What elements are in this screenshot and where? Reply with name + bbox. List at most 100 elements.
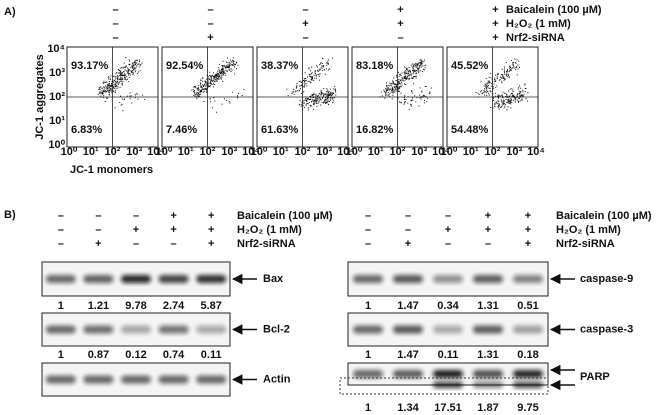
- event-dot: [488, 94, 490, 96]
- event-dot: [237, 95, 239, 97]
- event-dot: [305, 79, 307, 81]
- axis-tick-label: 10¹: [49, 115, 65, 127]
- event-dot: [397, 97, 399, 99]
- event-dot: [503, 92, 505, 94]
- event-dot: [310, 82, 312, 84]
- event-dot: [116, 77, 118, 79]
- event-dot: [118, 72, 120, 74]
- treatment-sign: –: [445, 238, 451, 250]
- event-dot: [312, 97, 314, 99]
- event-dot: [126, 95, 128, 97]
- event-dot: [130, 66, 132, 68]
- event-dot: [520, 87, 522, 89]
- event-dot: [134, 96, 136, 98]
- event-dot: [298, 81, 300, 83]
- band-value: 5.87: [200, 300, 221, 312]
- event-dot: [129, 98, 131, 100]
- event-dot: [397, 80, 399, 82]
- event-dot: [192, 89, 194, 91]
- event-dot: [330, 97, 332, 99]
- band-value: 1.31: [477, 349, 498, 361]
- event-dot: [106, 87, 108, 89]
- blot-band: [473, 325, 503, 334]
- event-dot: [222, 80, 224, 82]
- event-dot: [302, 86, 304, 88]
- event-dot: [296, 85, 298, 87]
- event-dot: [98, 88, 100, 90]
- event-dot: [409, 71, 411, 73]
- treatment-sign: +: [405, 238, 411, 250]
- event-dot: [506, 75, 508, 77]
- event-dot: [510, 96, 512, 98]
- event-dot: [121, 74, 123, 76]
- event-dot: [429, 91, 431, 93]
- event-dot: [486, 82, 488, 84]
- event-dot: [495, 80, 497, 82]
- event-dot: [232, 61, 234, 63]
- event-dot: [315, 94, 317, 96]
- treatment-sign: +: [485, 210, 491, 222]
- band-value: 1: [365, 402, 371, 414]
- event-dot: [519, 95, 521, 97]
- event-dot: [129, 95, 131, 97]
- axis-tick-label: 10²: [295, 146, 311, 158]
- event-dot: [314, 70, 316, 72]
- event-dot: [215, 77, 217, 79]
- blot-band: [353, 325, 383, 334]
- protein-label: Bcl-2: [263, 323, 290, 335]
- event-dot: [213, 76, 215, 78]
- event-dot: [407, 96, 409, 98]
- event-dot: [193, 91, 195, 93]
- axis-tick-label: 10⁰: [251, 146, 268, 158]
- event-dot: [326, 95, 328, 97]
- event-dot: [317, 96, 319, 98]
- event-dot: [499, 107, 501, 109]
- lower-percent: 6.83%: [71, 124, 102, 136]
- event-dot: [419, 87, 421, 89]
- event-dot: [105, 81, 107, 83]
- event-dot: [511, 92, 513, 94]
- event-dot: [324, 93, 326, 95]
- band-value: 9.78: [125, 300, 146, 312]
- event-dot: [507, 98, 509, 100]
- event-dot: [330, 92, 332, 94]
- event-dot: [136, 65, 138, 67]
- event-dot: [226, 65, 228, 67]
- event-dot: [321, 92, 323, 94]
- event-dot: [132, 74, 134, 76]
- treatment-sign: –: [302, 32, 308, 44]
- lower-percent: 61.63%: [261, 124, 299, 136]
- event-dot: [513, 64, 515, 66]
- event-dot: [130, 95, 132, 97]
- event-dot: [119, 70, 121, 72]
- event-dot: [120, 104, 122, 106]
- event-dot: [320, 61, 322, 63]
- event-dot: [496, 77, 498, 79]
- event-dot: [325, 91, 327, 93]
- event-dot: [212, 86, 214, 88]
- event-dot: [295, 90, 297, 92]
- event-dot: [494, 105, 496, 107]
- event-dot: [220, 73, 222, 75]
- event-dot: [309, 104, 311, 106]
- event-dot: [112, 87, 114, 89]
- event-dot: [518, 60, 520, 62]
- event-dot: [497, 94, 499, 96]
- event-dot: [293, 88, 295, 90]
- event-dot: [222, 74, 224, 76]
- treatment-sign: –: [112, 4, 118, 16]
- event-dot: [101, 92, 103, 94]
- event-dot: [103, 80, 105, 82]
- event-dot: [513, 95, 515, 97]
- lower-percent: 54.48%: [451, 124, 489, 136]
- treatment-sign: +: [445, 224, 451, 236]
- event-dot: [505, 96, 507, 98]
- event-dot: [205, 90, 207, 92]
- event-dot: [200, 89, 202, 91]
- event-dot: [116, 71, 118, 73]
- event-dot: [419, 60, 421, 62]
- event-dot: [108, 91, 110, 93]
- event-dot: [428, 93, 430, 95]
- treatment-sign: +: [207, 32, 213, 44]
- event-dot: [140, 64, 142, 66]
